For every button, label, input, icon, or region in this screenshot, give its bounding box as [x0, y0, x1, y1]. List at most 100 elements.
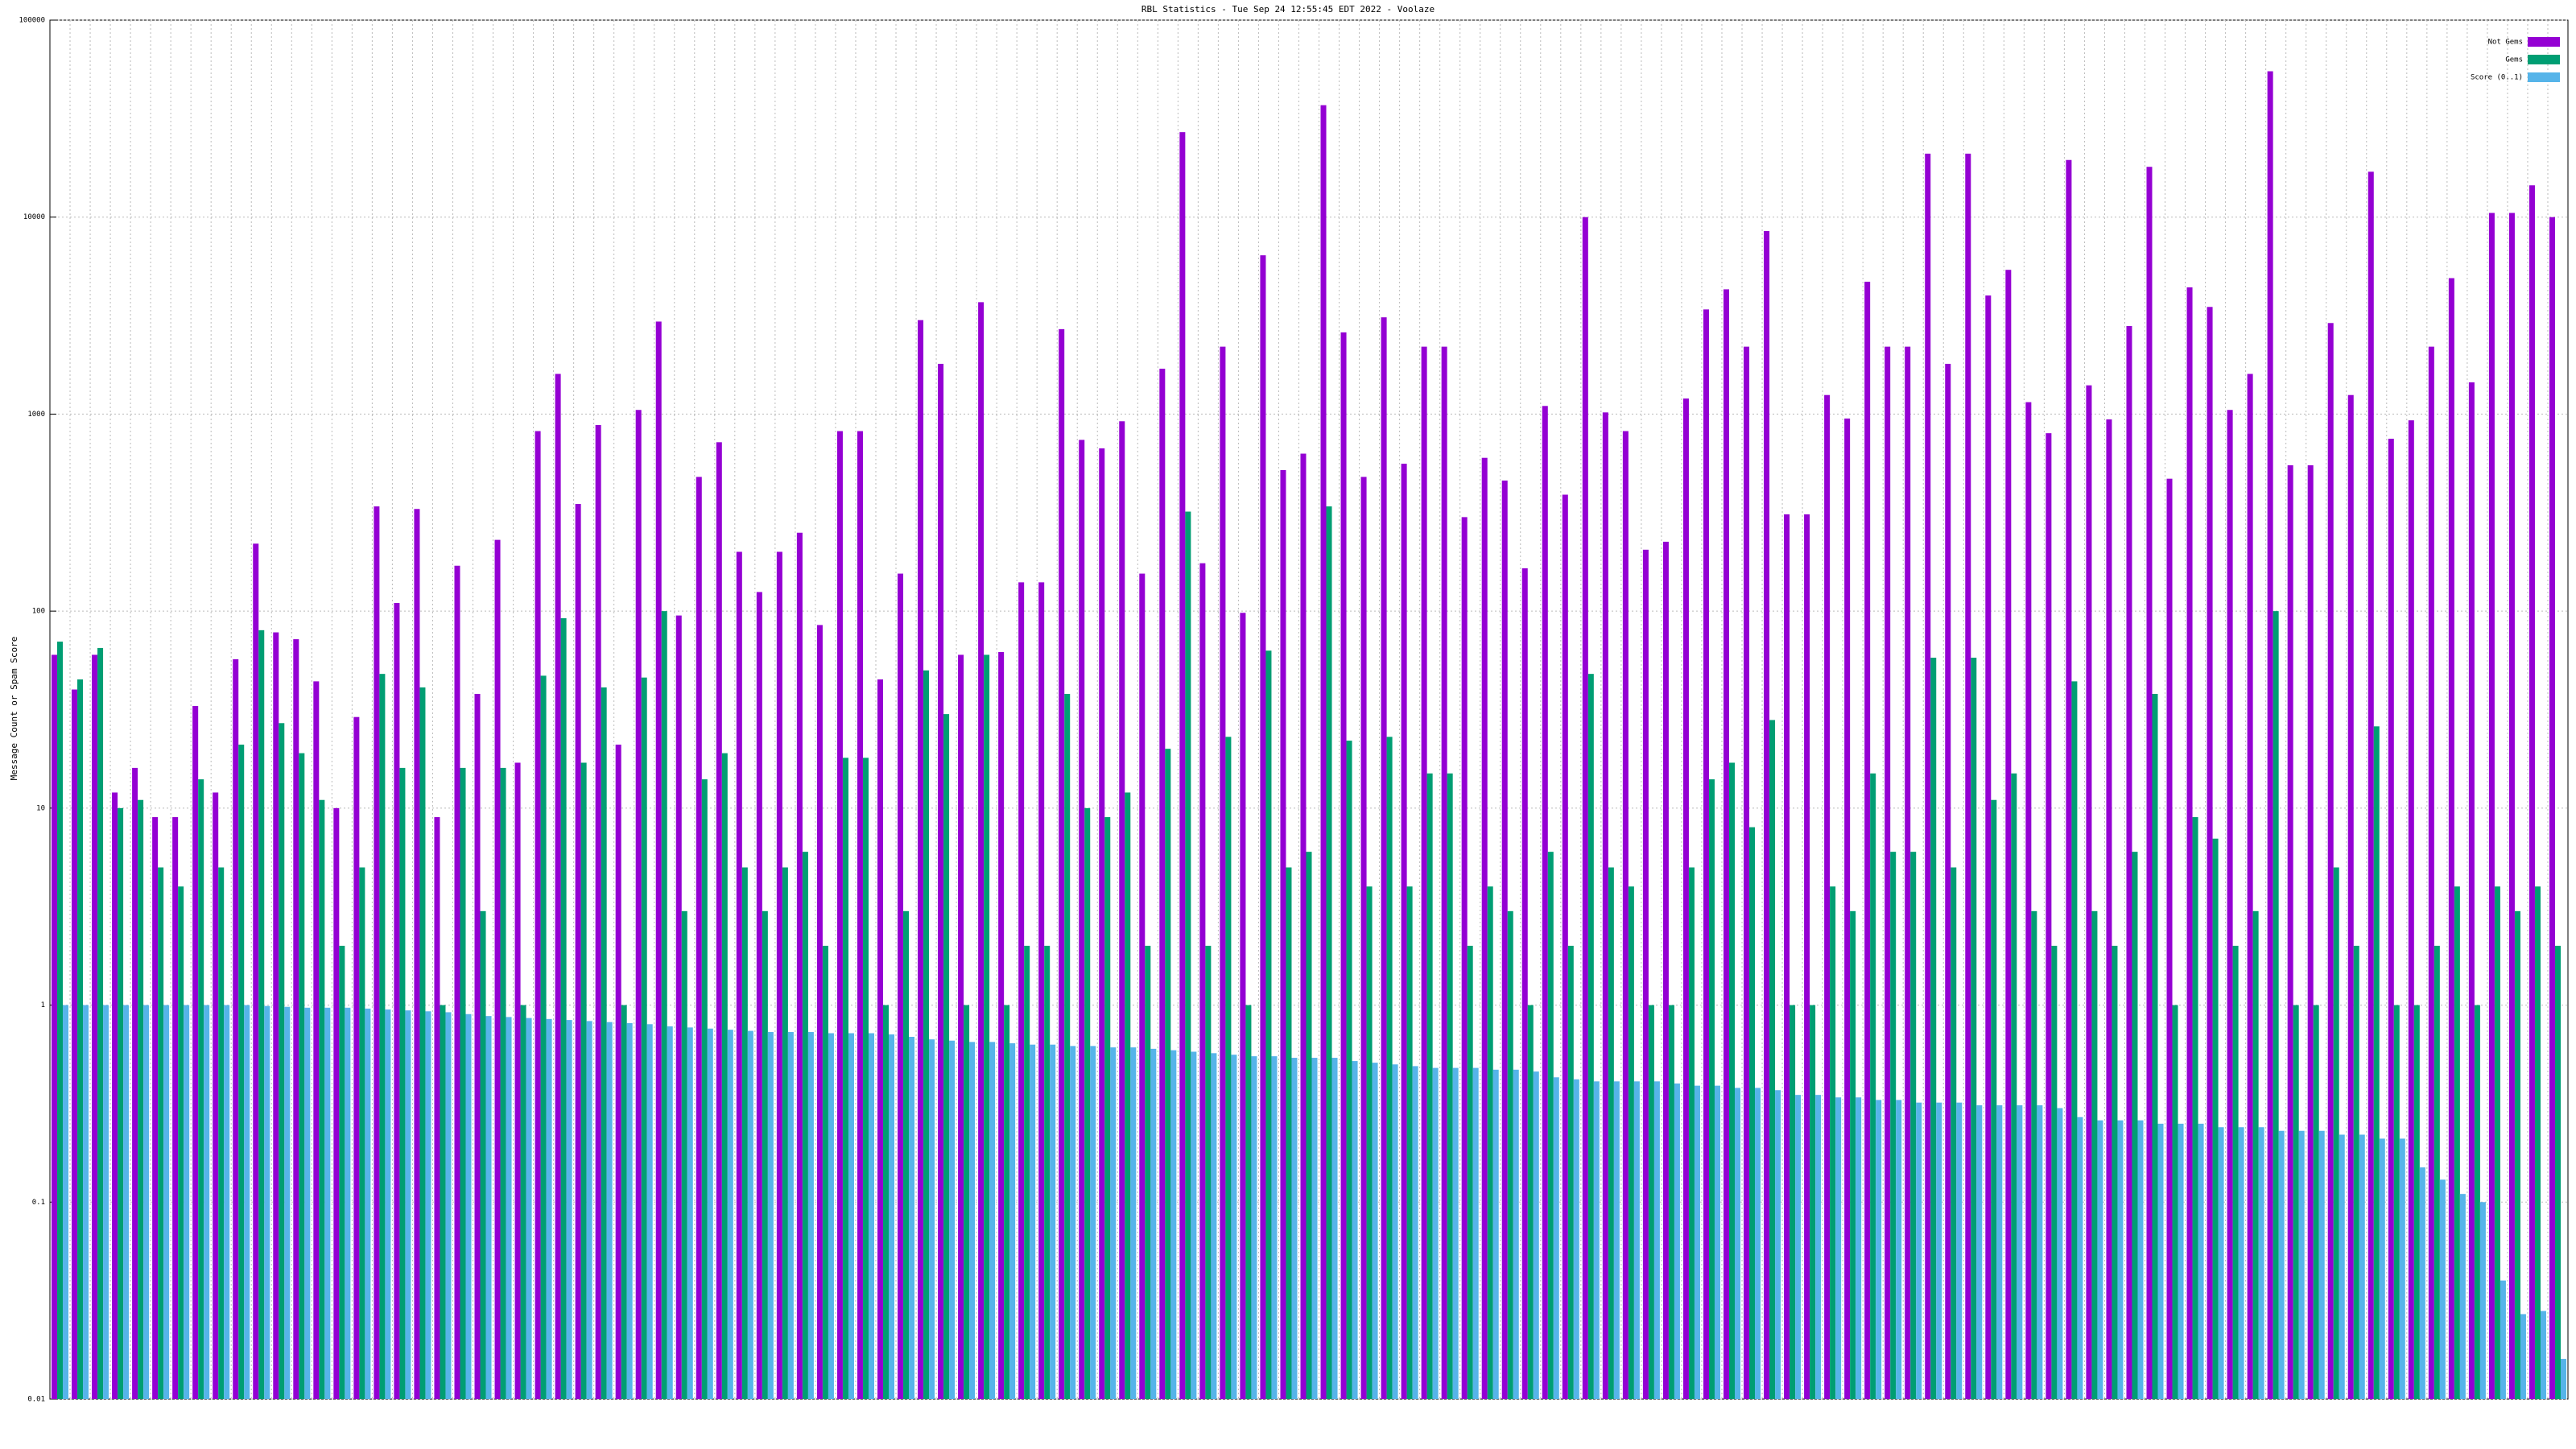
bar	[1211, 1053, 1217, 1399]
bar	[2373, 726, 2380, 1399]
bar	[2353, 945, 2359, 1399]
bar	[454, 565, 460, 1399]
bar	[2178, 1123, 2184, 1399]
bar	[2278, 1130, 2285, 1399]
bar	[1326, 506, 1332, 1399]
bar	[1890, 852, 1897, 1399]
bar	[2192, 817, 2198, 1399]
bar	[313, 681, 320, 1399]
bar	[2347, 394, 2354, 1399]
bar	[1004, 1005, 1010, 1399]
legend-swatch	[2528, 55, 2560, 64]
bar	[1461, 517, 1468, 1399]
bar	[2514, 910, 2520, 1399]
bar	[324, 1007, 331, 1399]
bar	[2106, 419, 2112, 1399]
bar	[1674, 1083, 1680, 1399]
bar	[1245, 1005, 1252, 1399]
bar	[1050, 1044, 1056, 1399]
bar	[1996, 1105, 2003, 1399]
bar	[1769, 720, 1776, 1399]
bar	[2318, 1130, 2325, 1399]
bar	[540, 675, 547, 1399]
bar	[1064, 693, 1071, 1399]
bar	[2238, 1127, 2244, 1399]
bar	[958, 654, 964, 1399]
bar	[1723, 289, 1730, 1399]
bar	[1714, 1085, 1720, 1399]
bar	[52, 654, 58, 1399]
bar	[868, 1033, 874, 1399]
bar	[425, 1011, 431, 1399]
bar	[213, 792, 219, 1399]
bar	[218, 867, 225, 1399]
bar	[1150, 1048, 1157, 1399]
bar	[727, 1030, 733, 1399]
bar	[1790, 1005, 1796, 1399]
bar	[2071, 681, 2078, 1399]
bar	[842, 758, 848, 1399]
bar	[802, 852, 808, 1399]
bar	[1925, 153, 1931, 1399]
bar	[2508, 213, 2515, 1400]
bar	[92, 654, 98, 1399]
bar	[655, 321, 662, 1399]
bar	[641, 677, 647, 1399]
bar	[2267, 71, 2273, 1399]
bar	[1521, 568, 1528, 1400]
bar	[1608, 867, 1614, 1399]
bar	[1280, 469, 1286, 1399]
bar	[696, 477, 702, 1400]
bar	[480, 910, 486, 1399]
bar	[1628, 886, 1634, 1399]
bar	[474, 693, 481, 1399]
bar	[238, 745, 245, 1399]
bar	[2439, 1179, 2446, 1399]
bar	[822, 945, 828, 1399]
bar	[1401, 464, 1407, 1399]
bar	[2017, 1105, 2023, 1399]
bar	[1668, 1005, 1674, 1399]
y-tick-label: 10	[36, 804, 45, 812]
bar	[2454, 886, 2460, 1399]
bar	[2500, 1280, 2506, 1399]
bar	[2025, 402, 2032, 1399]
bar	[1110, 1047, 1117, 1399]
bar	[1735, 1088, 1741, 1399]
bar	[1386, 737, 1393, 1399]
bar	[2534, 886, 2541, 1399]
bar	[2333, 867, 2339, 1399]
bar	[1340, 332, 1347, 1399]
bar	[506, 1017, 512, 1399]
bar	[782, 867, 788, 1399]
bar	[63, 1005, 69, 1399]
bar	[1501, 480, 1508, 1399]
bar	[1622, 431, 1629, 1399]
bar	[918, 320, 924, 1400]
bar	[667, 1026, 673, 1399]
bar	[2077, 1117, 2083, 1399]
bar	[2388, 439, 2394, 1399]
bar	[1936, 1102, 1942, 1399]
bar	[1009, 1043, 1016, 1399]
bar	[1447, 773, 1453, 1399]
bar	[1587, 674, 1594, 1399]
bar	[898, 573, 904, 1400]
bar	[2046, 433, 2052, 1400]
bar	[1513, 1069, 1519, 1399]
bar	[2166, 478, 2173, 1399]
bar	[1835, 1097, 1842, 1399]
bar	[943, 714, 950, 1399]
bar	[333, 807, 340, 1399]
bar	[1567, 945, 1574, 1399]
y-tick-label: 10000	[23, 213, 45, 221]
bar	[1951, 867, 1957, 1399]
bar	[2037, 1105, 2043, 1399]
bar	[1985, 295, 1992, 1399]
bar	[741, 867, 748, 1399]
bar	[1971, 658, 1977, 1399]
bar	[83, 1005, 89, 1399]
bar	[1472, 1067, 1479, 1399]
bar	[1392, 1064, 1398, 1399]
bar	[2252, 910, 2259, 1399]
